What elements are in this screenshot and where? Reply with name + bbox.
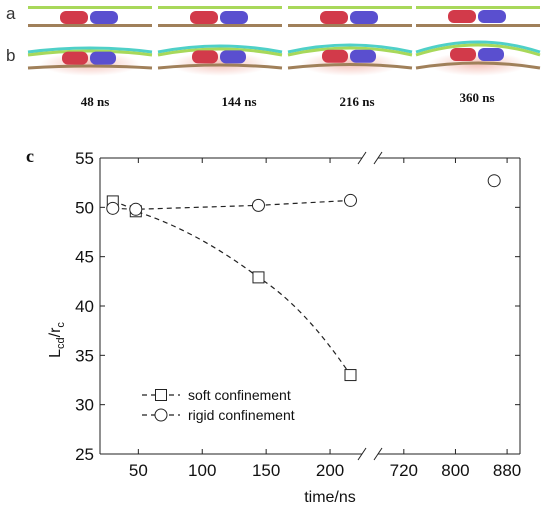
- membrane-top: [158, 6, 282, 9]
- particle-red: [192, 50, 218, 64]
- axis-break-mark: [373, 151, 383, 165]
- confinement-chart: c 25 30 35 40 45 50 55 50 100 150 200 720 800 880 sof…: [26, 146, 521, 506]
- snapshot-3: [415, 6, 541, 76]
- membrane-green: [287, 46, 413, 57]
- x-tick-label: 200: [316, 461, 344, 480]
- y-tick-label: 55: [75, 149, 94, 168]
- point-square: [344, 369, 357, 382]
- membrane-top: [288, 6, 412, 9]
- membrane-glow: [40, 52, 140, 76]
- particle-red: [320, 11, 348, 24]
- particle-red: [322, 49, 348, 63]
- legend-label: rigid confinement: [188, 407, 295, 423]
- membrane-green: [157, 47, 283, 57]
- panel-a-label: a: [6, 4, 16, 23]
- point-circle: [129, 202, 143, 216]
- membrane-cyan: [287, 43, 413, 54]
- simulation-snapshots: [27, 6, 541, 76]
- point-circle: [106, 201, 120, 215]
- axis-break-mark: [357, 447, 367, 461]
- membrane-cyan: [27, 46, 153, 54]
- substrate-line: [416, 24, 540, 27]
- substrate-curve: [287, 63, 413, 70]
- membrane-cyan: [415, 40, 541, 54]
- y-tick-label: 50: [75, 198, 94, 217]
- particle-blue: [350, 49, 376, 63]
- y-axis-label: Lcd/rc: [47, 322, 67, 358]
- time-label-144: 144 ns: [221, 94, 257, 109]
- snapshot-0: [27, 6, 153, 76]
- series-line-circle: [112, 199, 351, 210]
- point-circle: [487, 174, 501, 188]
- y-tick-label: 30: [75, 396, 94, 415]
- particle-blue: [478, 10, 506, 23]
- particle-blue: [90, 11, 118, 24]
- substrate-curve: [415, 61, 541, 70]
- x-tick-label: 720: [390, 461, 418, 480]
- particle-blue: [350, 11, 378, 24]
- legend-marker-circle: [154, 408, 168, 422]
- particle-blue: [220, 11, 248, 24]
- substrate-curve: [27, 64, 153, 70]
- particle-red: [448, 10, 476, 23]
- panel-b-label: b: [6, 46, 16, 65]
- substrate-curve: [157, 63, 283, 70]
- point-circle: [251, 198, 265, 212]
- x-tick-label: 100: [188, 461, 216, 480]
- time-label-48: 48 ns: [80, 94, 110, 109]
- y-tick-label: 45: [75, 248, 94, 267]
- y-tick-label: 25: [75, 445, 94, 464]
- membrane-green: [415, 43, 541, 57]
- particle-red: [60, 11, 88, 24]
- axis-break-mark: [357, 151, 367, 165]
- x-tick-label: 880: [493, 461, 521, 480]
- time-label-216: 216 ns: [339, 94, 375, 109]
- y-tick-label: 35: [75, 346, 94, 365]
- time-label-360: 360 ns: [459, 90, 495, 105]
- substrate-line: [158, 24, 282, 27]
- particle-red: [62, 51, 88, 65]
- membrane-top: [28, 6, 152, 9]
- particle-blue: [90, 51, 116, 65]
- point-square: [252, 271, 265, 284]
- x-tick-label: 150: [252, 461, 280, 480]
- legend-label: soft confinement: [188, 387, 291, 403]
- axis-break-mark: [373, 447, 383, 461]
- substrate-line: [288, 24, 412, 27]
- x-axis-label: time/ns: [304, 489, 356, 506]
- y-tick-label: 40: [75, 297, 94, 316]
- point-circle: [343, 193, 357, 207]
- x-tick-label: 800: [441, 461, 469, 480]
- particle-red: [190, 11, 218, 24]
- particle-red: [450, 48, 476, 61]
- snapshot-2: [287, 6, 413, 76]
- particle-blue: [220, 50, 246, 64]
- membrane-cyan: [157, 44, 283, 54]
- substrate-line: [28, 24, 152, 27]
- legend-marker-square: [155, 389, 167, 401]
- series-line-square: [112, 200, 351, 376]
- x-tick-label: 50: [129, 461, 148, 480]
- membrane-top: [416, 6, 540, 9]
- panel-c-label: c: [26, 146, 34, 166]
- snapshot-1: [157, 6, 283, 76]
- particle-blue: [478, 48, 504, 61]
- membrane-green: [27, 49, 153, 57]
